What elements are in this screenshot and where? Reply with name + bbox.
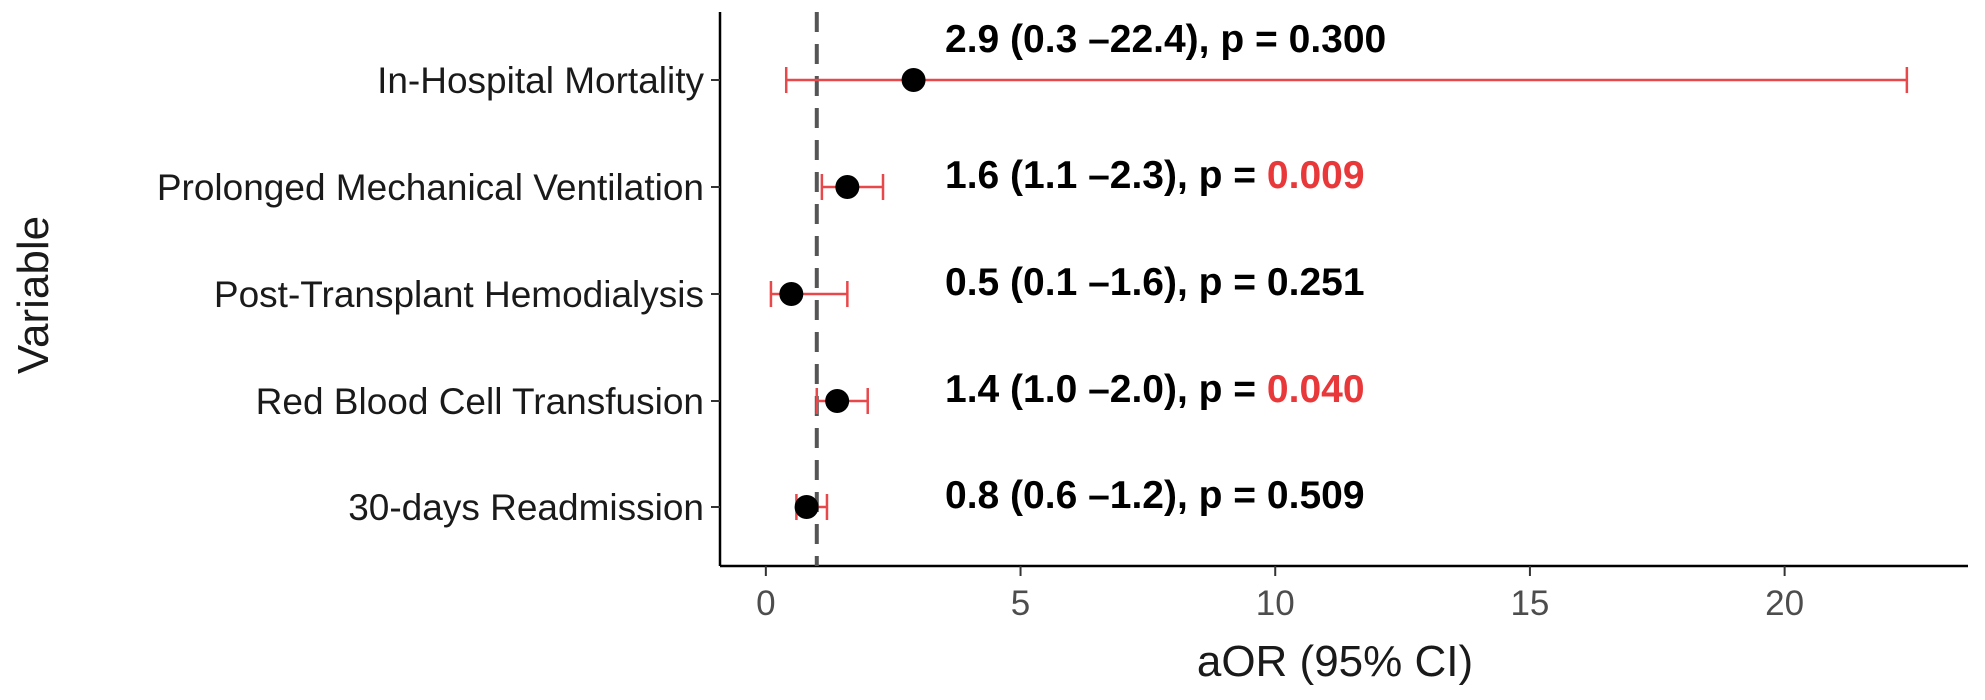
annotation-p-value: 0.300 [1289, 18, 1387, 61]
x-axis-title: aOR (95% CI) [1197, 637, 1473, 686]
annotation-estimate: 1.6 (1.1 –2.3), p = [945, 154, 1267, 197]
annotation-p-value: 0.251 [1267, 261, 1365, 304]
point-estimate [779, 282, 804, 306]
estimate-annotation: 1.6 (1.1 –2.3), p = 0.009 [945, 154, 1365, 197]
variable-label: 30-days Readmission [348, 487, 704, 528]
annotation-p-value: 0.509 [1267, 474, 1365, 517]
x-tick-label: 10 [1256, 584, 1295, 623]
estimate-annotation: 0.8 (0.6 –1.2), p = 0.509 [945, 474, 1365, 517]
estimate-annotation: 2.9 (0.3 –22.4), p = 0.300 [945, 18, 1386, 61]
variable-label: Red Blood Cell Transfusion [256, 381, 704, 422]
x-tick-label: 5 [1011, 584, 1030, 623]
variable-label: In-Hospital Mortality [377, 60, 704, 101]
annotation-estimate: 2.9 (0.3 –22.4), p = [945, 18, 1289, 61]
y-axis-title: Variable [9, 216, 58, 374]
plot-area: 0 5 10 15 20 In-Hospital Mortality 2.9 (0.3 –2… [157, 12, 1968, 623]
point-estimate [825, 389, 850, 413]
x-tick-label: 20 [1765, 584, 1804, 623]
point-estimate [794, 495, 819, 519]
annotation-estimate: 0.5 (0.1 –1.6), p = [945, 261, 1267, 304]
annotation-estimate: 1.4 (1.0 –2.0), p = [945, 368, 1267, 411]
x-tick-label: 0 [756, 584, 775, 623]
estimate-annotation: 1.4 (1.0 –2.0), p = 0.040 [945, 368, 1365, 411]
variable-label: Post-Transplant Hemodialysis [214, 274, 704, 315]
point-estimate [835, 175, 860, 199]
annotation-p-value: 0.040 [1267, 368, 1365, 411]
annotation-p-value: 0.009 [1267, 154, 1365, 197]
estimate-annotation: 0.5 (0.1 –1.6), p = 0.251 [945, 261, 1365, 304]
x-tick-label: 15 [1510, 584, 1549, 623]
annotation-estimate: 0.8 (0.6 –1.2), p = [945, 474, 1267, 517]
point-estimate [901, 68, 926, 92]
variable-label: Prolonged Mechanical Ventilation [157, 167, 704, 208]
